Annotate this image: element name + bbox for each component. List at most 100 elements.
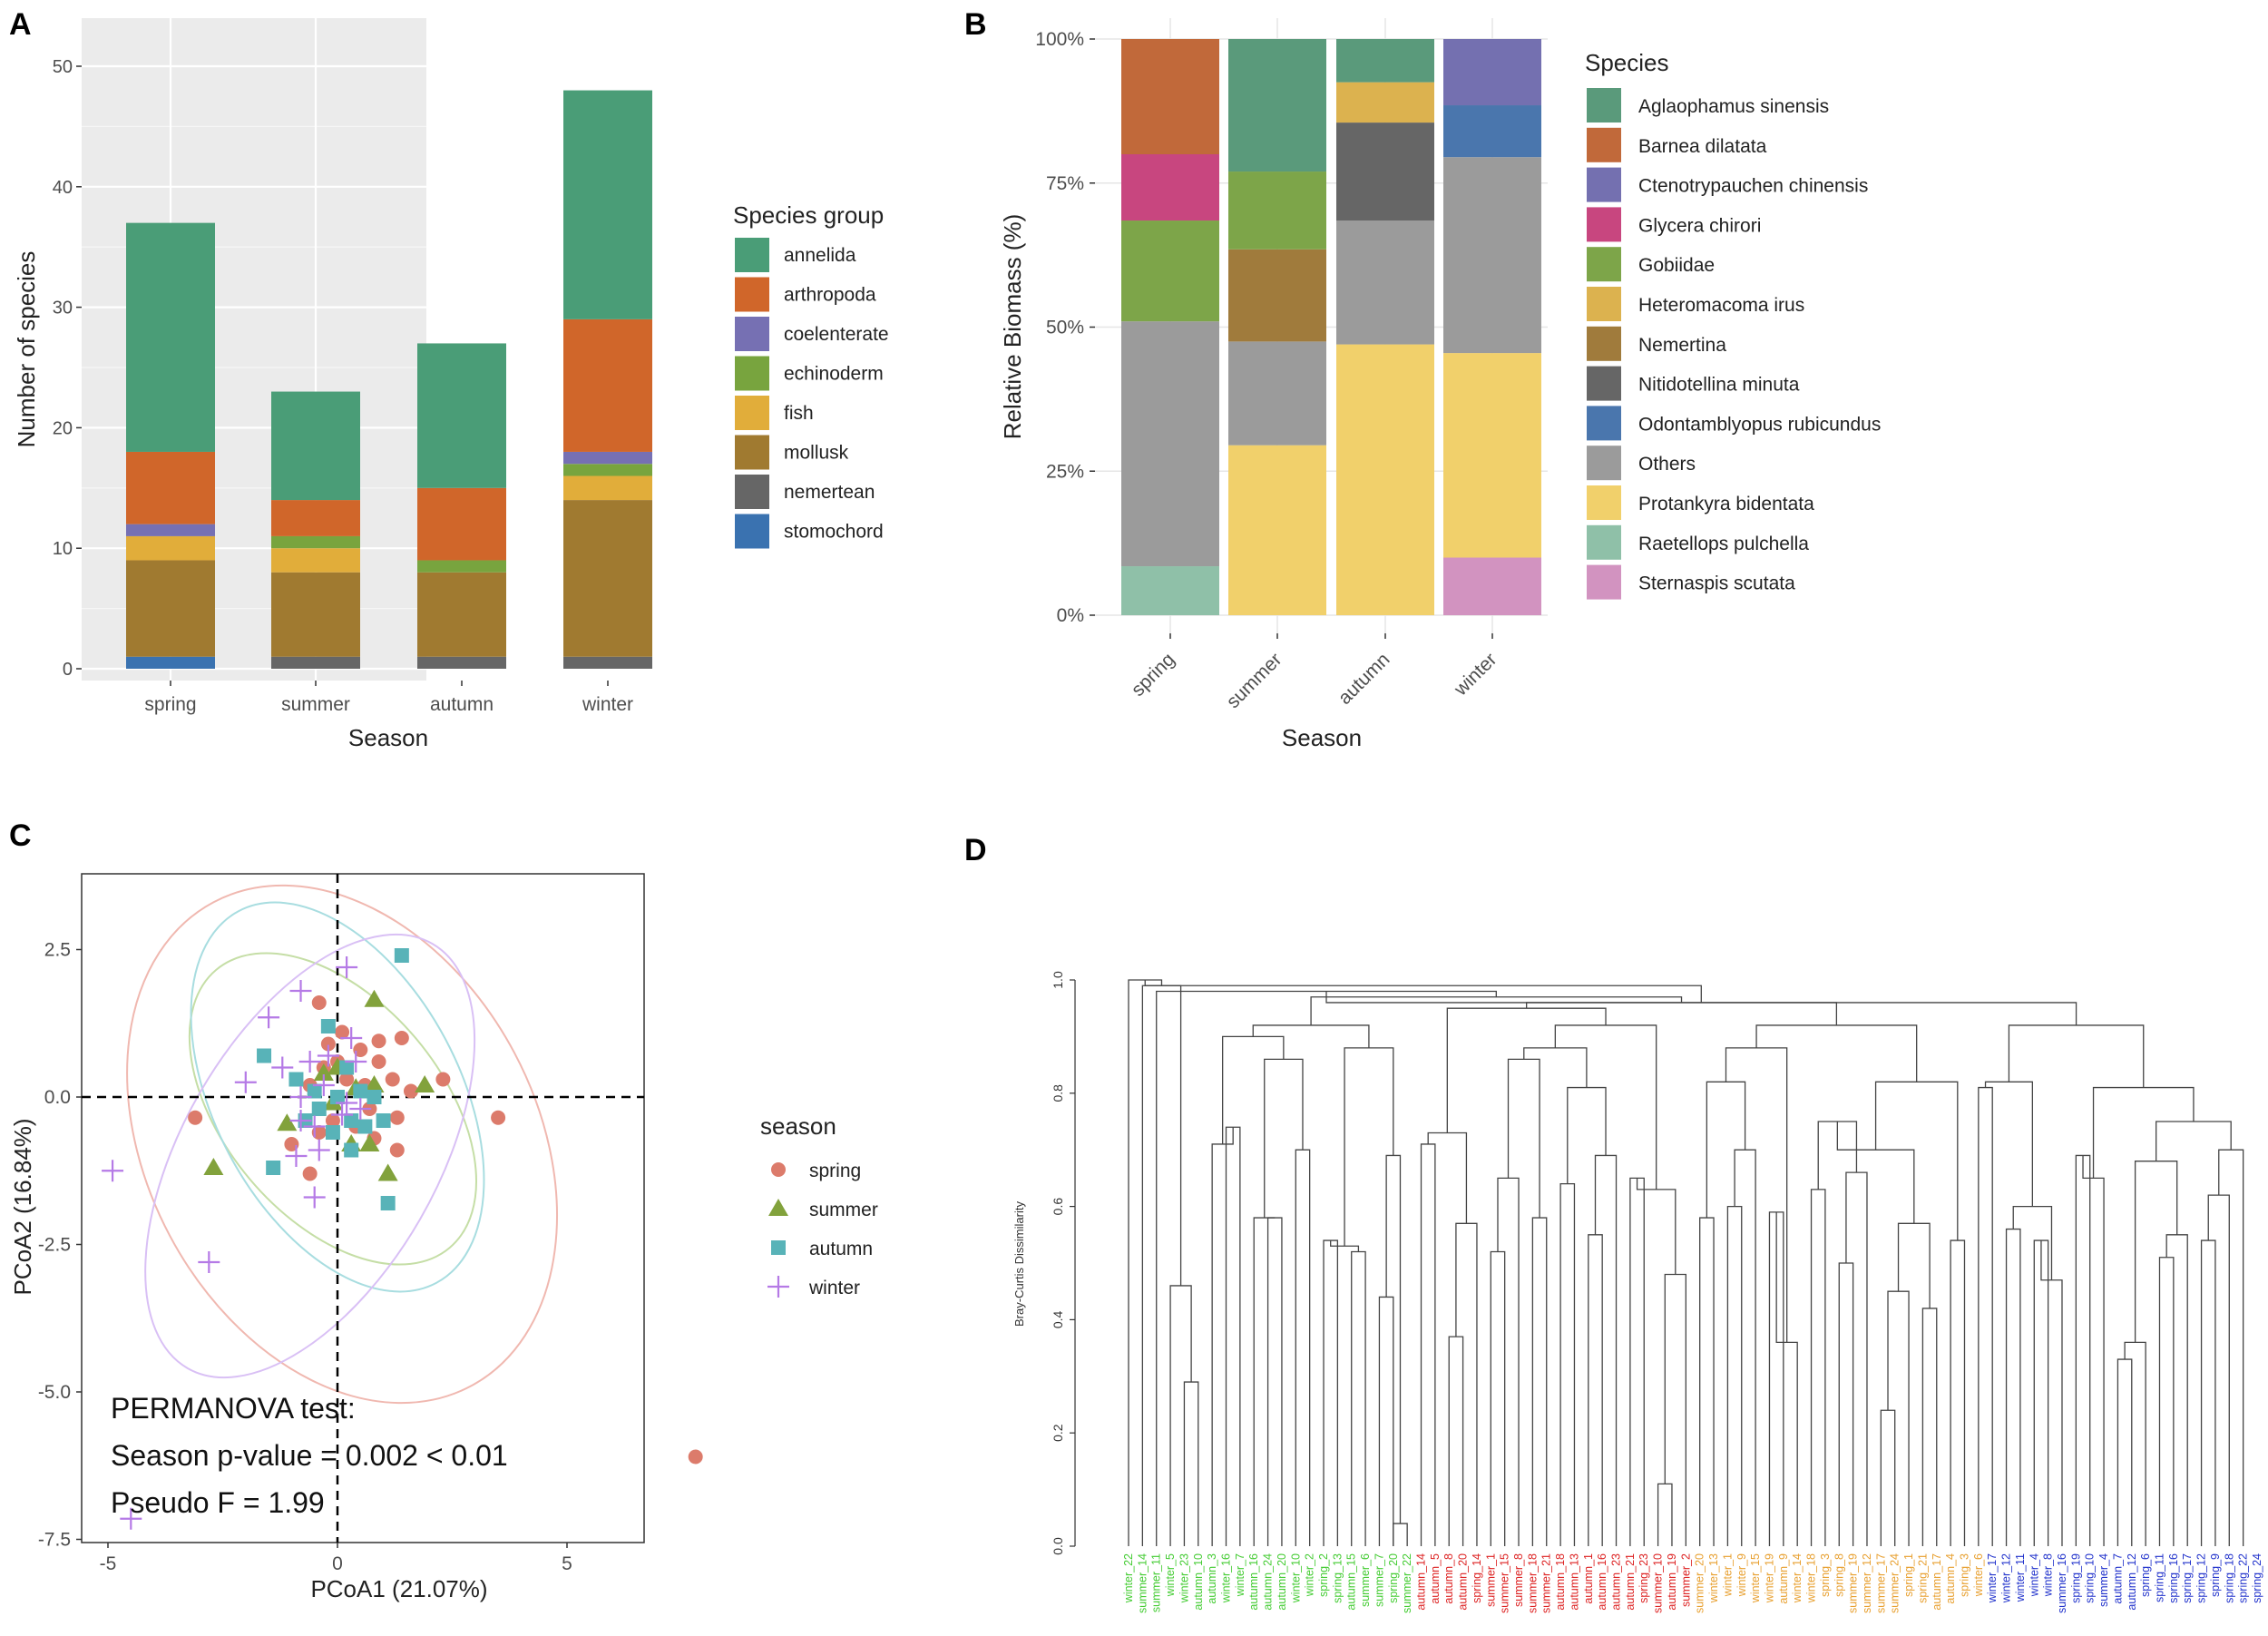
dendrogram-leaf-label: winter_8 xyxy=(2042,1553,2055,1597)
scatter-point-autumn xyxy=(320,1019,336,1034)
dendrogram-branch xyxy=(1225,1126,1241,1546)
panel-a-stacked-bar-chart: 0 10 20 30 40 50 spring summer autumn winter Seaso… xyxy=(13,18,889,751)
y-tick-label: 10 xyxy=(53,539,73,559)
y-axis-title: Relative Biomass (%) xyxy=(999,214,1026,440)
permanova-annotation-line: Pseudo F = 1.99 xyxy=(111,1486,325,1519)
dendrogram-leaf-label: summer_24 xyxy=(1889,1553,1901,1613)
scatter-point-winter xyxy=(289,1110,312,1131)
dendrogram-leaf-label: autumn_7 xyxy=(2111,1553,2124,1604)
dendrogram-branch xyxy=(1211,1127,1234,1546)
dendrogram-leaf-label: spring_2 xyxy=(1317,1553,1330,1597)
legend-swatch-sternaspis-scutata xyxy=(1587,564,1621,600)
dendrogram-leaf-label: winter_9 xyxy=(1735,1553,1748,1597)
dendrogram-leaf-label: winter_11 xyxy=(2014,1553,2027,1602)
legend-label-echinoderm: echinoderm xyxy=(784,364,884,385)
legend-label-spring: spring xyxy=(809,1161,861,1181)
scatter-point-summer xyxy=(415,1075,435,1092)
dendrogram-branch xyxy=(2124,1341,2146,1546)
dendrogram-leaf-label: spring_1 xyxy=(1902,1553,1915,1597)
dendrogram-leaf-label: winter_4 xyxy=(2028,1553,2040,1597)
dendrogram-branch xyxy=(1253,1217,1276,1546)
legend-label-coelenterate: coelenterate xyxy=(784,324,889,345)
dendrogram-leaf-label: summer_6 xyxy=(1359,1553,1372,1607)
legend-swatch-protankyra-bidentata xyxy=(1587,485,1621,520)
legend-swatch-raetellops-pulchella xyxy=(1587,524,1621,560)
legend-label-gobiidae: Gobiidae xyxy=(1638,255,1715,276)
scatter-point-winter xyxy=(285,1145,308,1167)
dendrogram-leaf-label: summer_22 xyxy=(1401,1553,1413,1613)
dendrogram-branch xyxy=(1559,1182,1576,1546)
bar-segment-summer-protankyra-bidentata xyxy=(1228,445,1326,615)
y-tick-label: 75% xyxy=(1046,173,1084,194)
bar-segment-winter-protankyra-bidentata xyxy=(1443,353,1541,558)
x-tick-label-summer: summer xyxy=(1223,649,1286,712)
scatter-point-spring xyxy=(320,1036,336,1052)
y-tick-label: 0 xyxy=(63,660,73,680)
dendrogram-branch xyxy=(1897,1222,1931,1308)
dendrogram-branch xyxy=(1726,1205,1743,1546)
dendrogram-leaf-label: autumn_24 xyxy=(1262,1553,1275,1611)
dendrogram-leaf-label: spring_6 xyxy=(2139,1553,2152,1597)
legend-key-summer xyxy=(768,1199,788,1216)
dendrogram-branch xyxy=(1264,1058,1304,1219)
scatter-point-autumn xyxy=(257,1048,272,1063)
legend-title: Species xyxy=(1585,49,1669,76)
dendrogram-leaf-label: winter_17 xyxy=(1986,1553,1999,1603)
dendrogram-leaf-label: autumn_17 xyxy=(1931,1553,1943,1611)
dendrogram-leaf-label: autumn_8 xyxy=(1442,1553,1455,1604)
x-tick-label-spring: spring xyxy=(1128,649,1179,700)
y-tick-label: 50% xyxy=(1046,318,1084,338)
dendrogram-branch xyxy=(1921,1308,1938,1546)
scatter-point-autumn xyxy=(325,1125,340,1140)
scatter-point-autumn xyxy=(307,1083,322,1099)
dendrogram-leaf-label: autumn_16 xyxy=(1596,1553,1608,1611)
dendrogram-leaf-label: autumn_5 xyxy=(1429,1553,1442,1604)
legend-swatch-annelida xyxy=(735,238,769,272)
dendrogram-branch xyxy=(1887,1290,1910,1546)
dendrogram-leaf-label: summer_1 xyxy=(1484,1553,1497,1607)
legend-label-odontamblyopus-rubicundus: Odontamblyopus rubicundus xyxy=(1638,414,1881,435)
y-tick-label: -5.0 xyxy=(38,1382,71,1403)
dendrogram-branch xyxy=(1141,985,1182,1546)
dendrogram-leaf-label: autumn_21 xyxy=(1624,1553,1637,1611)
scatter-point-autumn xyxy=(357,1119,373,1134)
scatter-point-summer xyxy=(359,1134,380,1151)
dendrogram-leaf-label: winter_1 xyxy=(1721,1553,1734,1597)
dendrogram-branch xyxy=(1266,1217,1283,1546)
bar-segment-spring-glycera-chirori xyxy=(1121,154,1219,221)
bar-segment-winter-ctenotrypauchen-chinensis xyxy=(1443,39,1541,106)
bar-segment-winter-nemertean xyxy=(563,656,652,669)
panel-label-a: A xyxy=(9,7,32,42)
y-axis-title: Bray-Curtis Dissimilarity xyxy=(1012,1201,1026,1327)
scatter-point-winter xyxy=(120,1507,142,1530)
dendrogram-branch xyxy=(1636,1178,1677,1275)
dendrogram-branch xyxy=(1507,1058,1540,1219)
y-axis-title: PCoA2 (16.84%) xyxy=(9,1118,36,1295)
dendrogram-leaf-label: autumn_23 xyxy=(1610,1553,1623,1611)
legend-swatch-arthropoda xyxy=(735,277,769,312)
legend-label-ctenotrypauchen-chinensis: Ctenotrypauchen chinensis xyxy=(1638,176,1868,197)
y-tick-label: -7.5 xyxy=(38,1530,71,1551)
dendrogram-leaf-label: autumn_12 xyxy=(2126,1553,2138,1611)
dendrogram-leaf-label: summer_16 xyxy=(2056,1553,2068,1613)
scatter-point-autumn xyxy=(394,948,409,963)
legend-title: season xyxy=(760,1112,836,1140)
legend-key-spring xyxy=(771,1162,786,1177)
legend-swatch-aglaophamus-sinensis xyxy=(1587,88,1621,122)
dendrogram-leaf-label: autumn_9 xyxy=(1777,1553,1790,1604)
legend-swatch-coelenterate xyxy=(735,317,769,351)
legend-swatch-stomochord xyxy=(735,514,769,549)
dendrogram-leaf-label: winter_10 xyxy=(1289,1553,1302,1603)
dendrogram-branch xyxy=(1420,1143,1436,1546)
scatter-point-winter xyxy=(312,1074,335,1096)
scatter-point-spring xyxy=(339,1072,355,1087)
plot-frame xyxy=(81,873,645,1543)
legend-title: Species group xyxy=(733,201,884,229)
dendrogram-leaf-label: winter_7 xyxy=(1234,1553,1246,1597)
dendrogram-leaf-label: winter_18 xyxy=(1805,1553,1818,1603)
y-tick-label: 50 xyxy=(53,57,73,77)
dendrogram-branch xyxy=(1874,1081,1959,1241)
dendrogram-leaf-label: spring_24 xyxy=(2251,1553,2263,1603)
bar-segment-autumn-arthropoda xyxy=(417,487,506,561)
scatter-point-spring xyxy=(688,1449,703,1465)
